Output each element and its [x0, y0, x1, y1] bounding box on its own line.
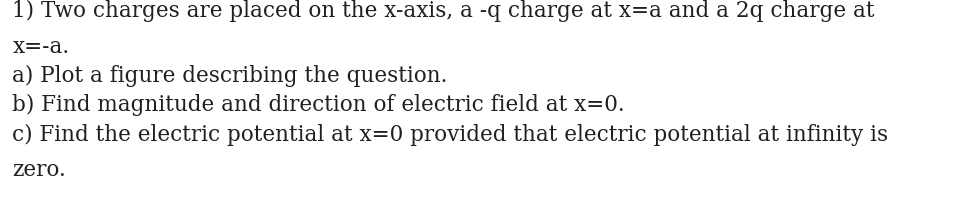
- Text: x=-a.: x=-a.: [12, 35, 70, 57]
- Text: c) Find the electric potential at x=0 provided that electric potential at infini: c) Find the electric potential at x=0 pr…: [12, 123, 887, 145]
- Text: b) Find magnitude and direction of electric field at x=0.: b) Find magnitude and direction of elect…: [12, 94, 624, 116]
- Text: 1) Two charges are placed on the x-axis, a -q charge at x=a and a 2q charge at: 1) Two charges are placed on the x-axis,…: [12, 0, 874, 22]
- Text: zero.: zero.: [12, 159, 66, 180]
- Text: a) Plot a figure describing the question.: a) Plot a figure describing the question…: [12, 65, 447, 87]
